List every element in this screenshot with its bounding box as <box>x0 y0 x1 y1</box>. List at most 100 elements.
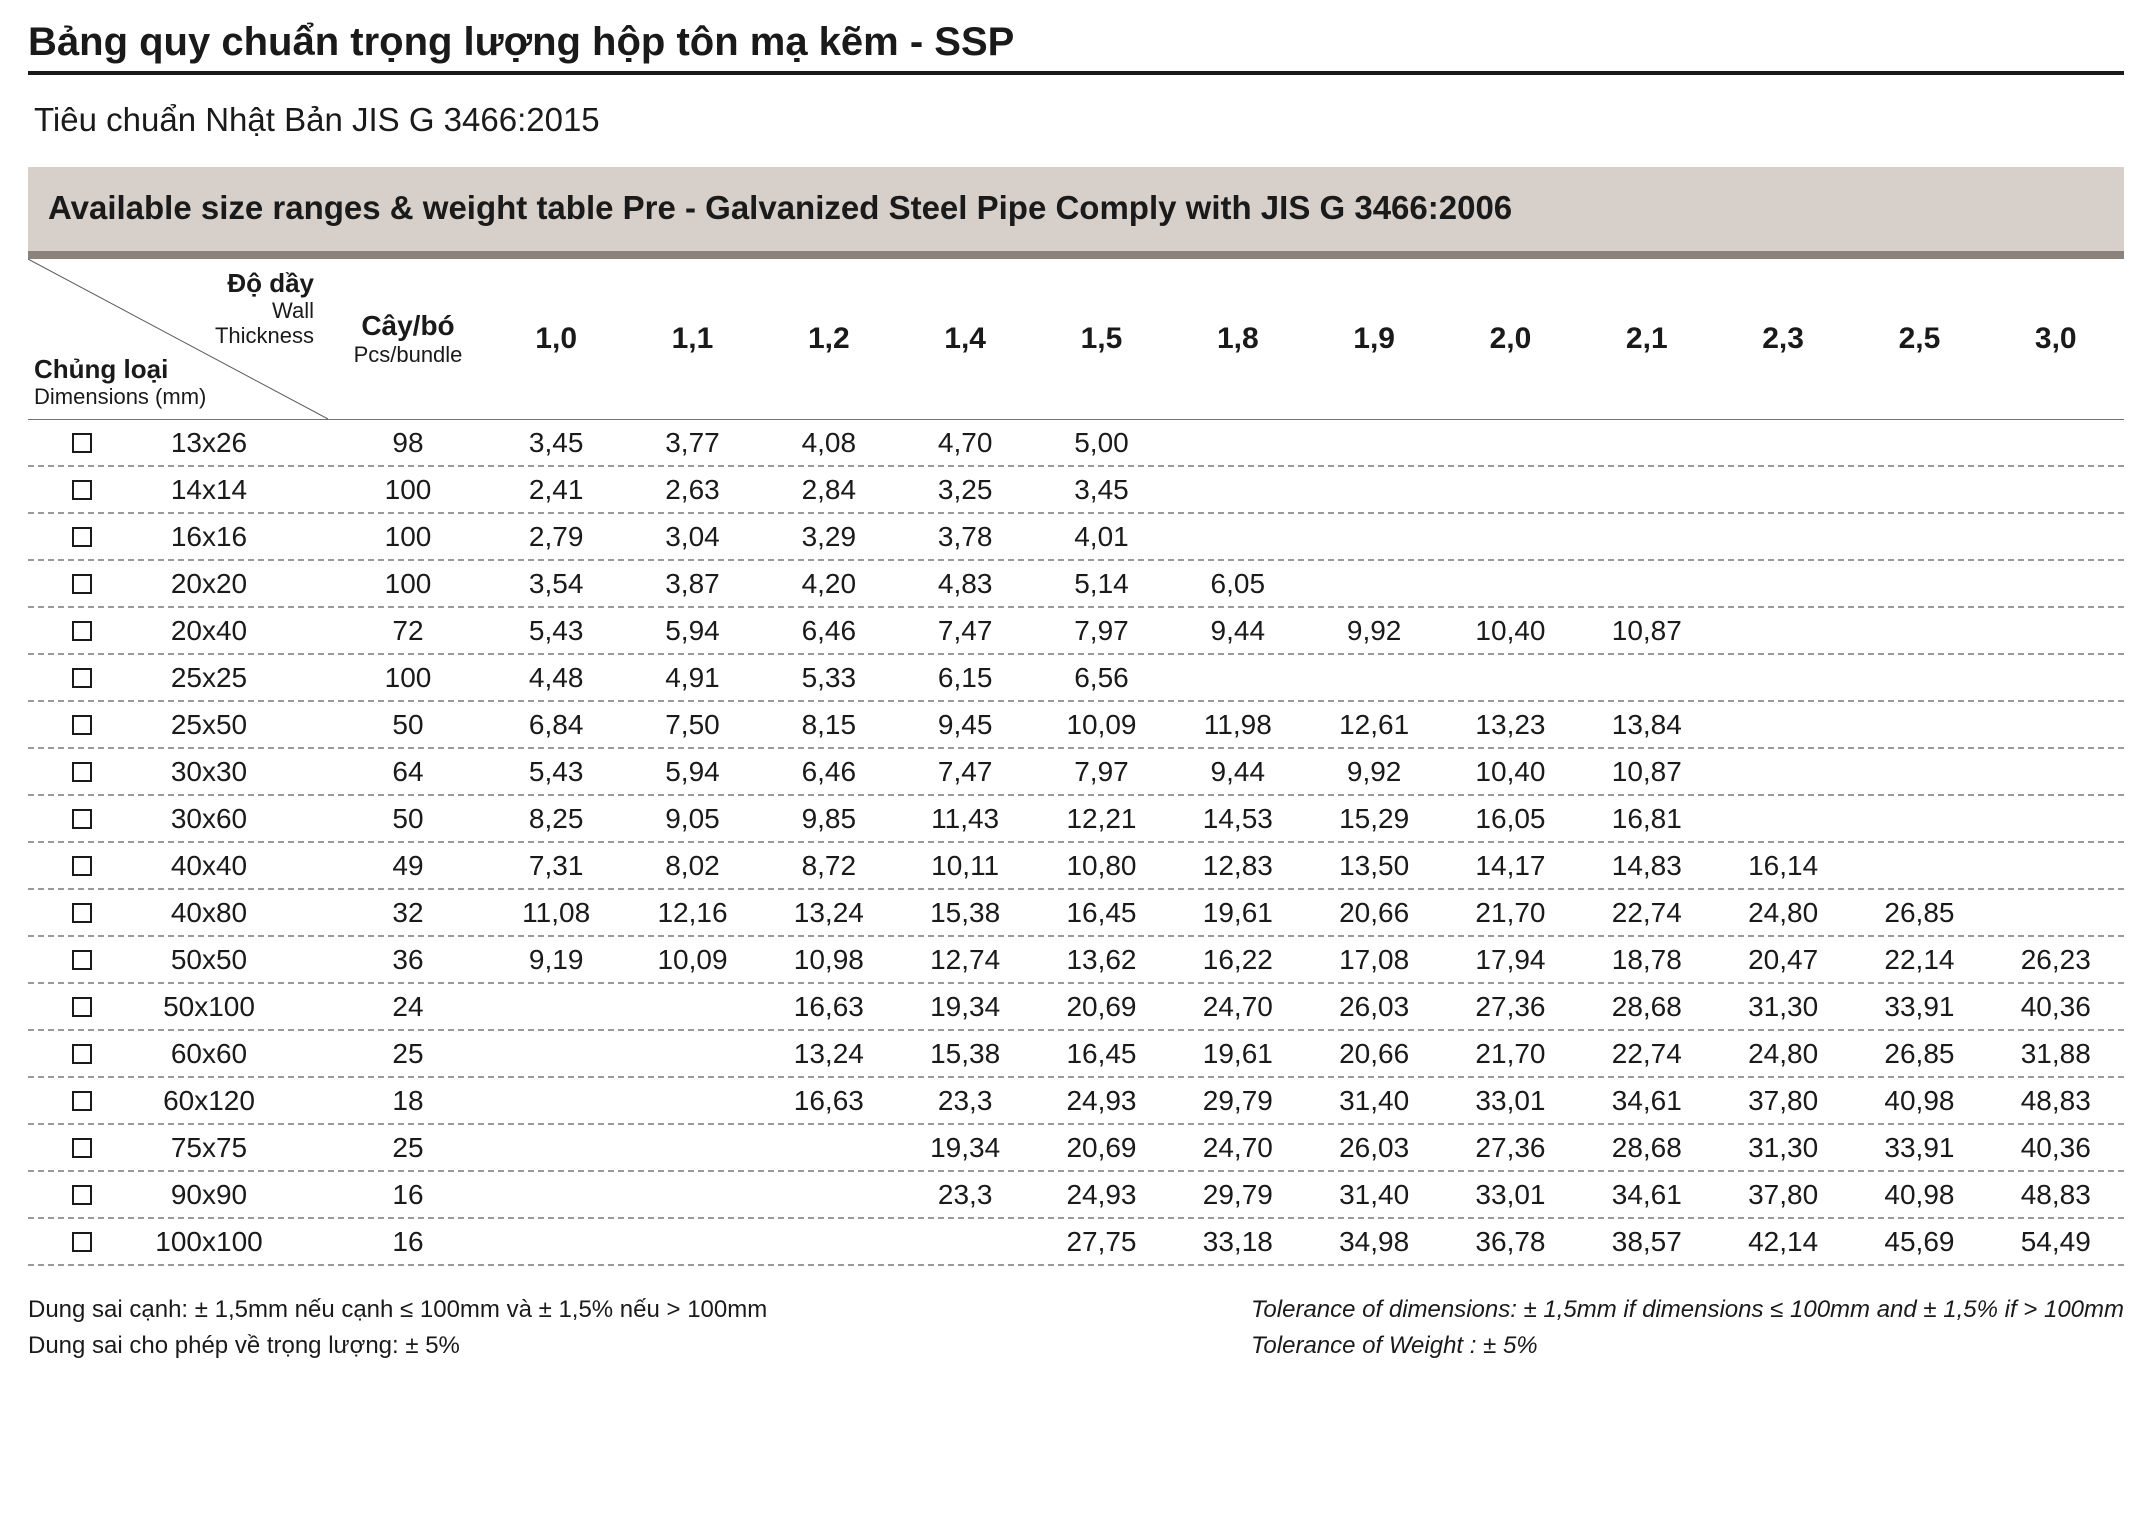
weight-value: 6,05 <box>1170 568 1306 600</box>
pcs-header-en: Pcs/bundle <box>354 342 463 367</box>
weight-value: 16,63 <box>761 1085 897 1117</box>
weight-value: 9,44 <box>1170 756 1306 788</box>
weight-value: 10,40 <box>1442 615 1578 647</box>
weight-value: 13,23 <box>1442 709 1578 741</box>
weight-value: 16,45 <box>1033 897 1169 929</box>
weight-value: 13,84 <box>1579 709 1715 741</box>
square-icon <box>72 997 92 1017</box>
weight-value: 26,03 <box>1306 991 1442 1023</box>
thickness-label-vi: Độ dầy <box>154 269 314 298</box>
dimension-value: 75x75 <box>120 1132 328 1164</box>
weight-value: 10,40 <box>1442 756 1578 788</box>
weight-value: 22,74 <box>1579 897 1715 929</box>
weight-value: 4,91 <box>624 662 760 694</box>
weight-value: 36,78 <box>1442 1226 1578 1258</box>
weight-value: 10,80 <box>1033 850 1169 882</box>
pcs-value: 32 <box>328 897 488 929</box>
weight-value: 45,69 <box>1851 1226 1987 1258</box>
pcs-value: 50 <box>328 709 488 741</box>
weight-value: 16,14 <box>1715 850 1851 882</box>
dimension-cell: 30x60 <box>28 803 328 835</box>
thickness-label-en-1: Wall <box>154 298 314 323</box>
weight-value: 3,87 <box>624 568 760 600</box>
footer-right: Tolerance of dimensions: ± 1,5mm if dime… <box>1251 1292 2124 1364</box>
square-icon <box>72 856 92 876</box>
dimension-cell: 20x20 <box>28 568 328 600</box>
dimension-cell: 16x16 <box>28 521 328 553</box>
table-row: 20x201003,543,874,204,835,146,05 <box>28 561 2124 608</box>
tolerance-dim-vi: Dung sai cạnh: ± 1,5mm nếu cạnh ≤ 100mm … <box>28 1292 767 1328</box>
weight-value: 11,08 <box>488 897 624 929</box>
weight-value: 10,11 <box>897 850 1033 882</box>
weight-value: 27,36 <box>1442 1132 1578 1164</box>
square-icon <box>72 621 92 641</box>
weight-value: 33,01 <box>1442 1179 1578 1211</box>
weight-value: 9,05 <box>624 803 760 835</box>
thickness-header: 1,8 <box>1170 259 1306 419</box>
square-icon <box>72 1185 92 1205</box>
weight-value: 24,80 <box>1715 897 1851 929</box>
weight-value: 8,25 <box>488 803 624 835</box>
weight-value: 5,43 <box>488 615 624 647</box>
weight-value: 17,08 <box>1306 944 1442 976</box>
table-row: 20x40725,435,946,467,477,979,449,9210,40… <box>28 608 2124 655</box>
weight-value: 10,09 <box>624 944 760 976</box>
table-row: 75x752519,3420,6924,7026,0327,3628,6831,… <box>28 1125 2124 1172</box>
dimension-cell: 50x100 <box>28 991 328 1023</box>
thickness-header: 1,1 <box>624 259 760 419</box>
dimension-value: 60x120 <box>120 1085 328 1117</box>
weight-value: 18,78 <box>1579 944 1715 976</box>
weight-value: 8,02 <box>624 850 760 882</box>
pcs-value: 100 <box>328 662 488 694</box>
dimension-cell: 100x100 <box>28 1226 328 1258</box>
thickness-header: 1,2 <box>761 259 897 419</box>
weight-value: 19,61 <box>1170 1038 1306 1070</box>
dimension-cell: 60x60 <box>28 1038 328 1070</box>
pcs-value: 16 <box>328 1226 488 1258</box>
weight-value: 38,57 <box>1579 1226 1715 1258</box>
weight-value: 4,70 <box>897 427 1033 459</box>
thickness-header: 1,5 <box>1033 259 1169 419</box>
weight-value: 7,97 <box>1033 756 1169 788</box>
dimensions-label: Chủng loại Dimensions (mm) <box>34 355 254 409</box>
weight-value: 4,01 <box>1033 521 1169 553</box>
pcs-header-vi: Cây/bó <box>361 311 454 342</box>
weight-value: 42,14 <box>1715 1226 1851 1258</box>
weight-value: 10,09 <box>1033 709 1169 741</box>
dimension-cell: 13x26 <box>28 427 328 459</box>
weight-value: 27,75 <box>1033 1226 1169 1258</box>
weight-value: 9,92 <box>1306 756 1442 788</box>
square-icon <box>72 1138 92 1158</box>
tolerance-dim-en: Tolerance of dimensions: ± 1,5mm if dime… <box>1251 1292 2124 1328</box>
pcs-value: 100 <box>328 521 488 553</box>
weight-value: 3,77 <box>624 427 760 459</box>
weight-value: 7,31 <box>488 850 624 882</box>
square-icon <box>72 433 92 453</box>
dimension-value: 30x60 <box>120 803 328 835</box>
weight-value: 9,85 <box>761 803 897 835</box>
weight-value: 7,47 <box>897 615 1033 647</box>
weight-value: 12,61 <box>1306 709 1442 741</box>
square-icon <box>72 668 92 688</box>
weight-value: 31,40 <box>1306 1179 1442 1211</box>
thickness-header: 2,3 <box>1715 259 1851 419</box>
weight-value: 37,80 <box>1715 1179 1851 1211</box>
weight-value: 13,24 <box>761 897 897 929</box>
square-icon <box>72 1044 92 1064</box>
weight-value: 5,00 <box>1033 427 1169 459</box>
square-icon <box>72 903 92 923</box>
weight-value: 20,69 <box>1033 991 1169 1023</box>
dimension-cell: 75x75 <box>28 1132 328 1164</box>
tolerance-weight-en: Tolerance of Weight : ± 5% <box>1251 1328 2124 1364</box>
weight-value: 15,38 <box>897 1038 1033 1070</box>
pcs-value: 25 <box>328 1038 488 1070</box>
weight-value: 40,98 <box>1851 1085 1987 1117</box>
weight-value: 33,91 <box>1851 991 1987 1023</box>
weight-value: 2,84 <box>761 474 897 506</box>
weight-value: 16,63 <box>761 991 897 1023</box>
dimension-cell: 25x25 <box>28 662 328 694</box>
table-row: 40x803211,0812,1613,2415,3816,4519,6120,… <box>28 890 2124 937</box>
weight-value: 5,94 <box>624 615 760 647</box>
weight-value: 34,61 <box>1579 1179 1715 1211</box>
pcs-value: 98 <box>328 427 488 459</box>
